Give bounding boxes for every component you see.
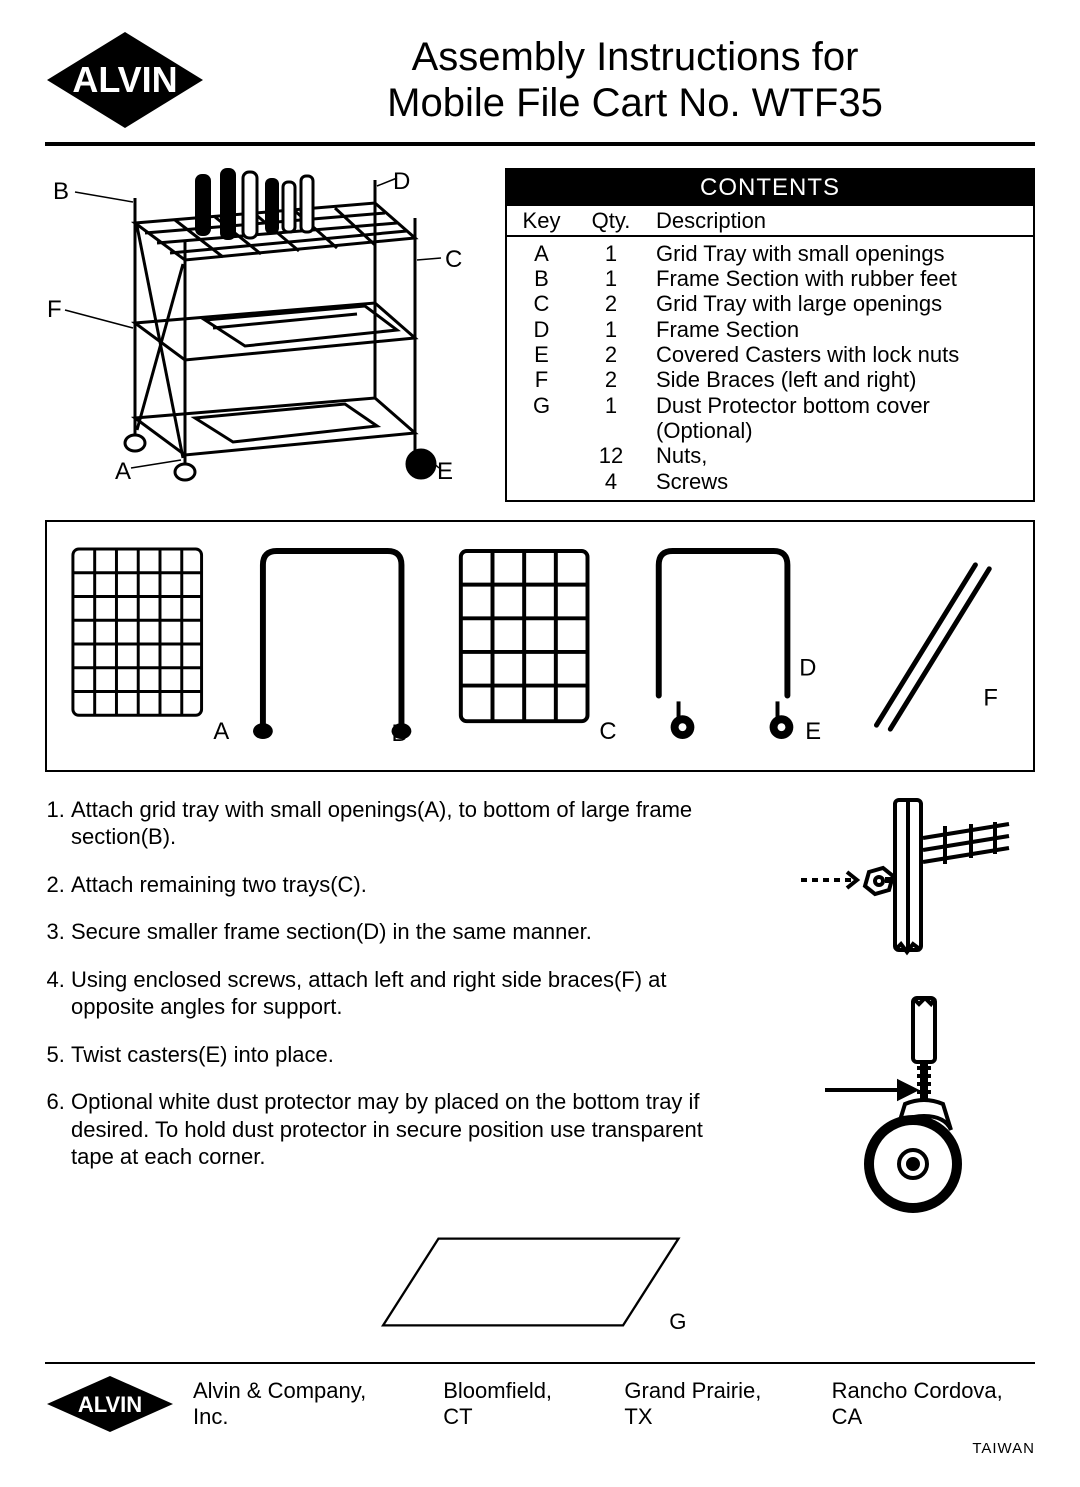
svg-text:ALVIN: ALVIN (72, 59, 177, 100)
side-figures (775, 796, 1035, 1216)
origin-label: TAIWAN (45, 1440, 1035, 1457)
step-item: Optional white dust protector may by pla… (71, 1088, 745, 1171)
footer-company: Alvin & Company, Inc. (193, 1378, 403, 1430)
dust-protector-figure: G (45, 1222, 1035, 1342)
contents-title: CONTENTS (506, 169, 1034, 206)
step-item: Using enclosed screws, attach left and r… (71, 966, 745, 1021)
parts-strip: A B C D (45, 520, 1035, 772)
step-item: Twist casters(E) into place. (71, 1041, 745, 1069)
page-title-line1: Assembly Instructions for (235, 34, 1035, 80)
part-f-icon (876, 565, 989, 729)
bolt-detail-icon (795, 796, 1015, 956)
callout-d: D (393, 168, 410, 196)
step-item: Attach grid tray with small openings(A),… (71, 796, 745, 851)
table-row: F2Side Braces (left and right) (506, 367, 1034, 392)
col-key: Key (506, 206, 576, 236)
table-row: C2Grid Tray with large openings (506, 291, 1034, 316)
svg-text:A: A (213, 718, 229, 745)
contents-panel: CONTENTS Key Qty. Description A1Grid Tra… (505, 168, 1035, 502)
table-row: G1Dust Protector bottom cover (Optional) (506, 393, 1034, 444)
svg-text:F: F (983, 684, 998, 711)
footer: ALVIN Alvin & Company, Inc. Bloomfield, … (45, 1374, 1035, 1434)
callout-f: F (47, 296, 62, 324)
part-c-icon (461, 551, 588, 721)
footer-loc: Rancho Cordova, CA (832, 1378, 1035, 1430)
footer-loc: Grand Prairie, TX (624, 1378, 791, 1430)
table-row: B1Frame Section with rubber feet (506, 266, 1034, 291)
alvin-logo-small-icon: ALVIN (45, 1374, 175, 1434)
col-desc: Description (646, 206, 1034, 236)
part-b-icon (263, 551, 402, 725)
callout-e: E (437, 458, 453, 486)
part-d-icon (659, 551, 788, 695)
svg-text:G: G (669, 1309, 686, 1334)
table-row: A1Grid Tray with small openings (506, 236, 1034, 266)
alvin-logo-icon: ALVIN (45, 30, 205, 130)
table-row: 4Screws (506, 469, 1034, 501)
footer-rule (45, 1362, 1035, 1364)
footer-loc: Bloomfield, CT (443, 1378, 584, 1430)
callout-c: C (445, 246, 462, 274)
part-a-icon (73, 549, 202, 715)
svg-text:E: E (805, 718, 821, 745)
callout-b: B (53, 178, 69, 206)
caster-detail-icon (795, 996, 1015, 1216)
table-row: 12Nuts, (506, 443, 1034, 468)
svg-text:B: B (392, 720, 408, 747)
contents-table: CONTENTS Key Qty. Description A1Grid Tra… (505, 168, 1035, 502)
step-item: Attach remaining two trays(C). (71, 871, 745, 899)
part-e-icon (671, 701, 794, 739)
assembled-cart-illustration: B D C F A E (45, 168, 475, 498)
step-item: Secure smaller frame section(D) in the s… (71, 918, 745, 946)
table-row: D1Frame Section (506, 317, 1034, 342)
svg-text:D: D (799, 655, 816, 682)
header-rule (45, 142, 1035, 146)
svg-text:ALVIN: ALVIN (78, 1392, 142, 1417)
table-row: E2Covered Casters with lock nuts (506, 342, 1034, 367)
col-qty: Qty. (576, 206, 646, 236)
callout-a: A (115, 458, 131, 486)
header: ALVIN Assembly Instructions for Mobile F… (45, 30, 1035, 130)
assembly-steps: Attach grid tray with small openings(A),… (45, 796, 745, 1191)
svg-text:C: C (599, 718, 616, 745)
page-title-line2: Mobile File Cart No. WTF35 (235, 80, 1035, 126)
